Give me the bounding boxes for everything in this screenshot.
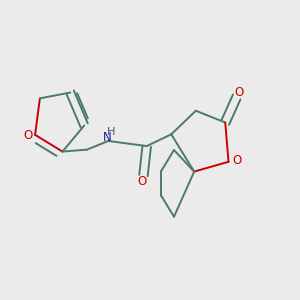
Text: N: N	[103, 131, 112, 144]
Text: H: H	[107, 127, 115, 136]
Text: O: O	[232, 154, 242, 167]
Text: O: O	[235, 86, 244, 99]
Text: O: O	[137, 175, 146, 188]
Text: O: O	[23, 129, 32, 142]
